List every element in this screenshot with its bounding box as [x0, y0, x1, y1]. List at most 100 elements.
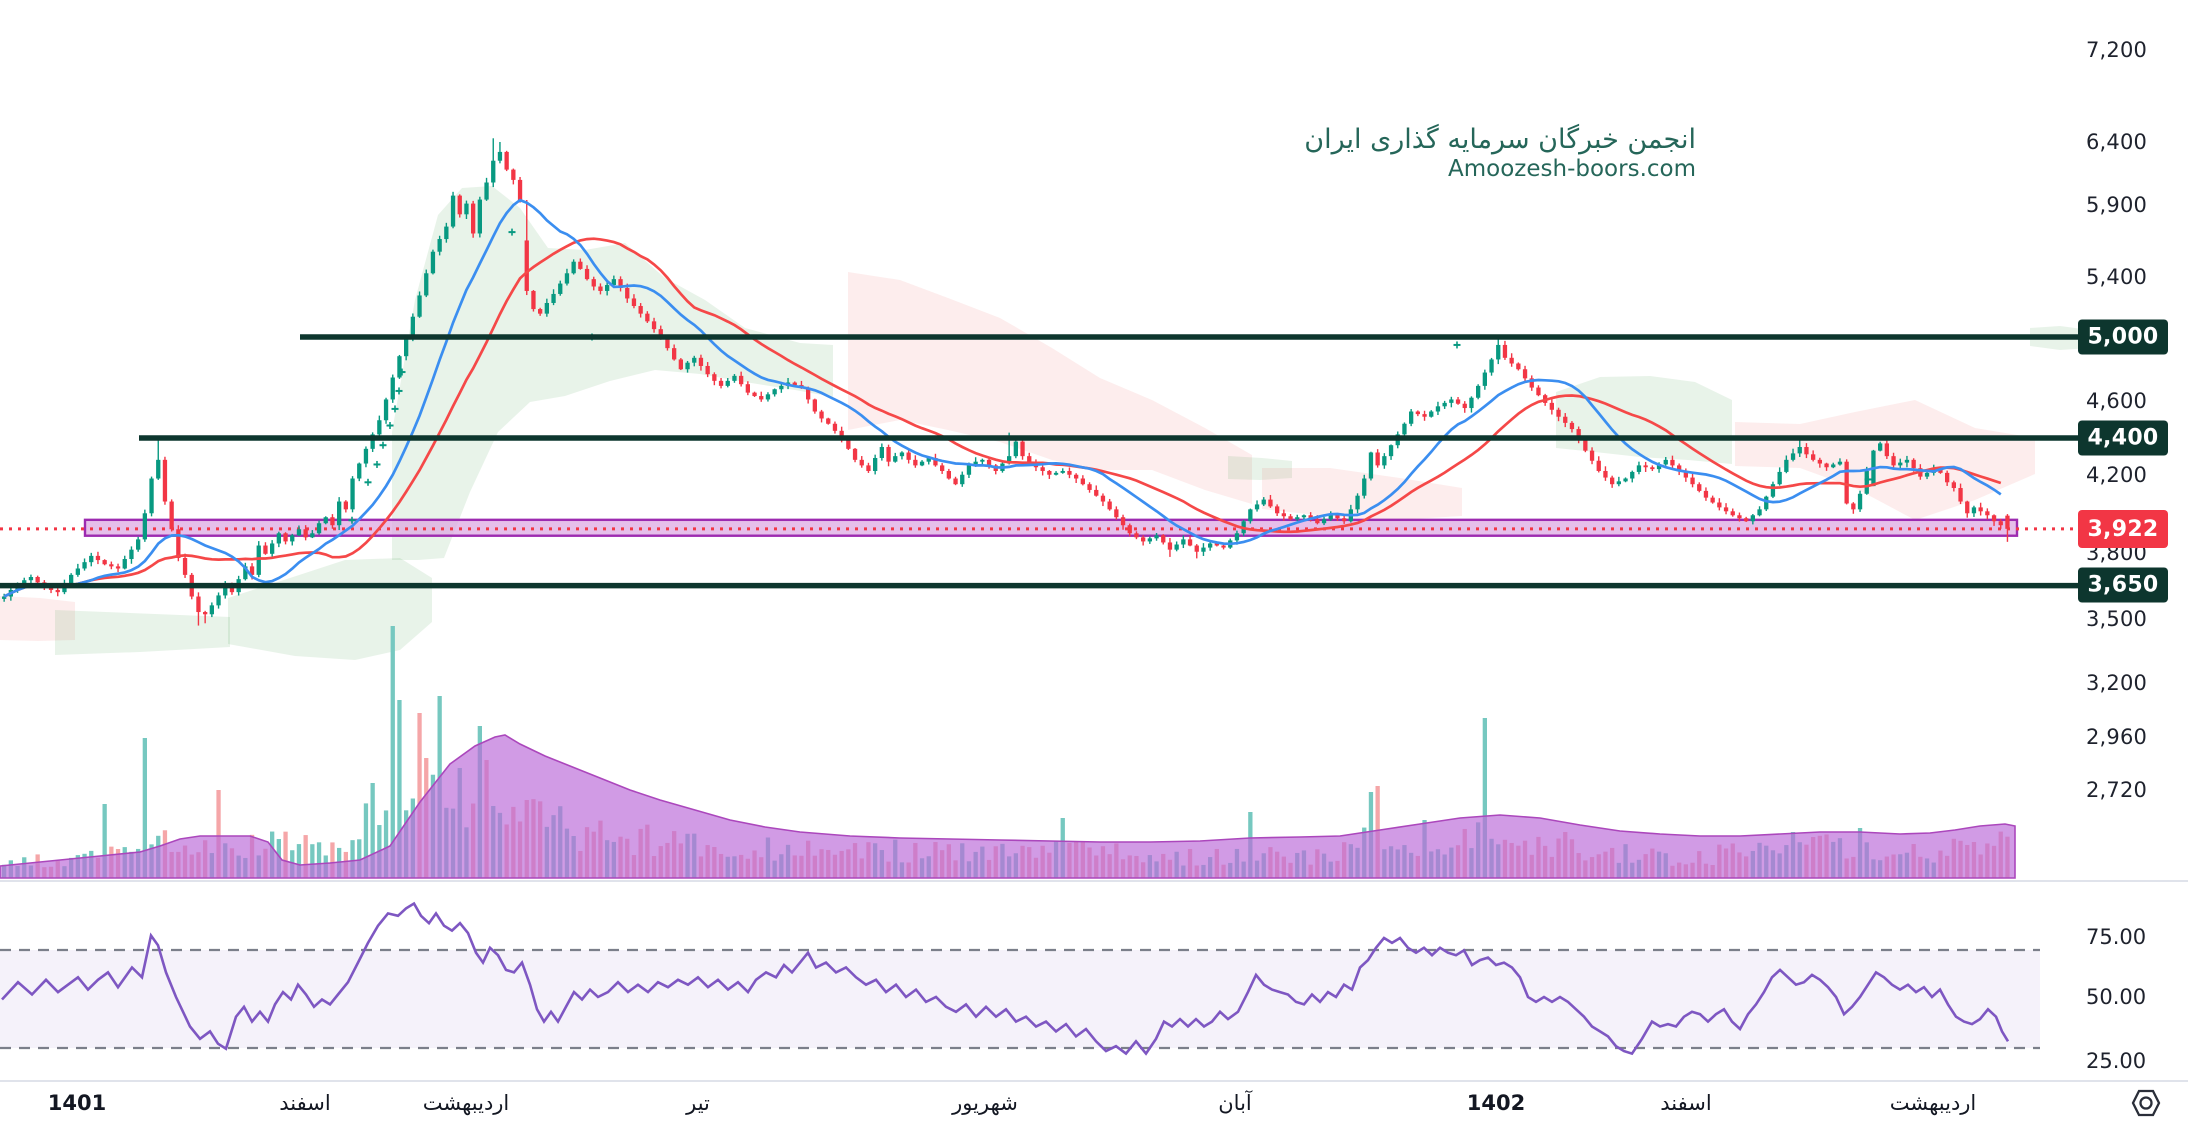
hexagon-eye-icon[interactable] — [2130, 1088, 2162, 1118]
candle-body — [578, 261, 583, 269]
watermark-line2: Amoozesh-boors.com — [1448, 155, 1696, 182]
candle-body — [1462, 403, 1467, 409]
volume-bar — [350, 840, 355, 878]
candle-body — [1261, 499, 1266, 505]
candle-body — [1268, 499, 1273, 507]
candle-body — [638, 306, 643, 314]
candle-body — [899, 452, 905, 457]
candle-body — [484, 182, 489, 200]
candle-body — [1496, 344, 1501, 360]
time-label-2: اردیبهشت — [422, 1091, 510, 1115]
candle-body — [1201, 547, 1206, 552]
candle-body — [316, 523, 322, 534]
candle-body — [732, 375, 737, 381]
rsi-line[interactable] — [1, 901, 2010, 1056]
volume-series[interactable] — [0, 626, 2016, 879]
candle-body — [276, 533, 281, 544]
candle-body — [22, 580, 27, 584]
candle-body — [584, 268, 590, 280]
candle-body — [1965, 501, 1970, 514]
candle-body — [48, 587, 54, 590]
volume-bar — [142, 738, 147, 878]
candle-body — [538, 309, 543, 314]
candle-body — [1831, 464, 1836, 468]
candle-body — [1804, 447, 1809, 455]
candle-body — [1449, 399, 1454, 403]
candle-body — [283, 533, 288, 542]
candle-body — [765, 394, 771, 400]
candle-body — [169, 501, 174, 530]
candle-body — [417, 295, 422, 317]
candle-body — [1409, 411, 1414, 424]
candle-body — [645, 313, 650, 322]
candle-body — [1060, 470, 1065, 473]
candle-body — [1422, 414, 1427, 417]
price-tick-2720: 2,720 — [2086, 778, 2148, 802]
candle-body — [303, 529, 308, 538]
candle-body — [1878, 443, 1883, 451]
candle-body — [491, 160, 496, 183]
candle-body — [1516, 363, 1521, 370]
candle-body — [966, 465, 972, 475]
volume-bar — [330, 842, 335, 878]
candle-body — [1958, 488, 1963, 502]
candle-body — [243, 566, 248, 580]
candle-body — [136, 539, 141, 550]
candle-body — [826, 418, 831, 424]
candle-body — [1790, 453, 1796, 460]
candle-body — [216, 595, 221, 606]
volume-bar — [316, 842, 322, 878]
volume-bar — [296, 844, 302, 878]
ma-fast-line[interactable] — [3, 198, 2002, 598]
volume-bar — [102, 804, 107, 878]
candle-body — [1811, 454, 1816, 460]
candle-body — [1971, 507, 1977, 514]
candle-body — [162, 459, 168, 502]
candle-body — [424, 273, 429, 296]
candle-body — [1650, 467, 1655, 470]
level-badge-3650: 3,650 — [2078, 567, 2168, 603]
candle-body — [1884, 443, 1889, 457]
candle-body — [102, 560, 107, 565]
candle-body — [1522, 369, 1528, 379]
candle-body — [296, 529, 302, 536]
candle-body — [430, 251, 436, 274]
candle-body — [625, 287, 630, 299]
candle-body — [89, 555, 94, 563]
ma-slow-line[interactable] — [3, 237, 2002, 598]
candle-body — [203, 612, 208, 615]
candle-body — [363, 448, 369, 464]
candle-body — [1630, 471, 1635, 479]
candle-body — [182, 557, 188, 575]
candle-body — [631, 298, 637, 307]
candle-body — [1074, 474, 1079, 479]
candle-body — [1154, 535, 1159, 539]
candle-body — [290, 535, 295, 542]
candle-body — [410, 316, 415, 337]
price-tick-3200: 3,200 — [2086, 671, 2148, 695]
candle-body — [35, 577, 40, 583]
candle-body — [511, 169, 516, 180]
candle-body — [1556, 409, 1561, 417]
doji-markers — [348, 228, 1872, 524]
candle-body — [611, 279, 616, 286]
candle-body — [397, 356, 402, 378]
candle-body — [1234, 533, 1240, 541]
ichimoku-clouds[interactable] — [0, 186, 2090, 660]
candle-body — [1730, 511, 1735, 516]
candle-body — [658, 329, 663, 339]
candle-body — [1040, 467, 1045, 471]
candle-body — [209, 605, 214, 615]
candle-body — [544, 302, 549, 314]
rsi-band — [0, 950, 2040, 1048]
candle-body — [1208, 543, 1213, 548]
candle-body — [196, 596, 201, 613]
candle-body — [149, 478, 154, 514]
candle-body — [685, 362, 690, 370]
rsi-pane[interactable] — [0, 901, 2040, 1056]
candle-body — [1710, 497, 1715, 503]
candle-body — [839, 430, 844, 438]
candle-body — [752, 392, 757, 397]
candle-body — [1610, 477, 1615, 485]
